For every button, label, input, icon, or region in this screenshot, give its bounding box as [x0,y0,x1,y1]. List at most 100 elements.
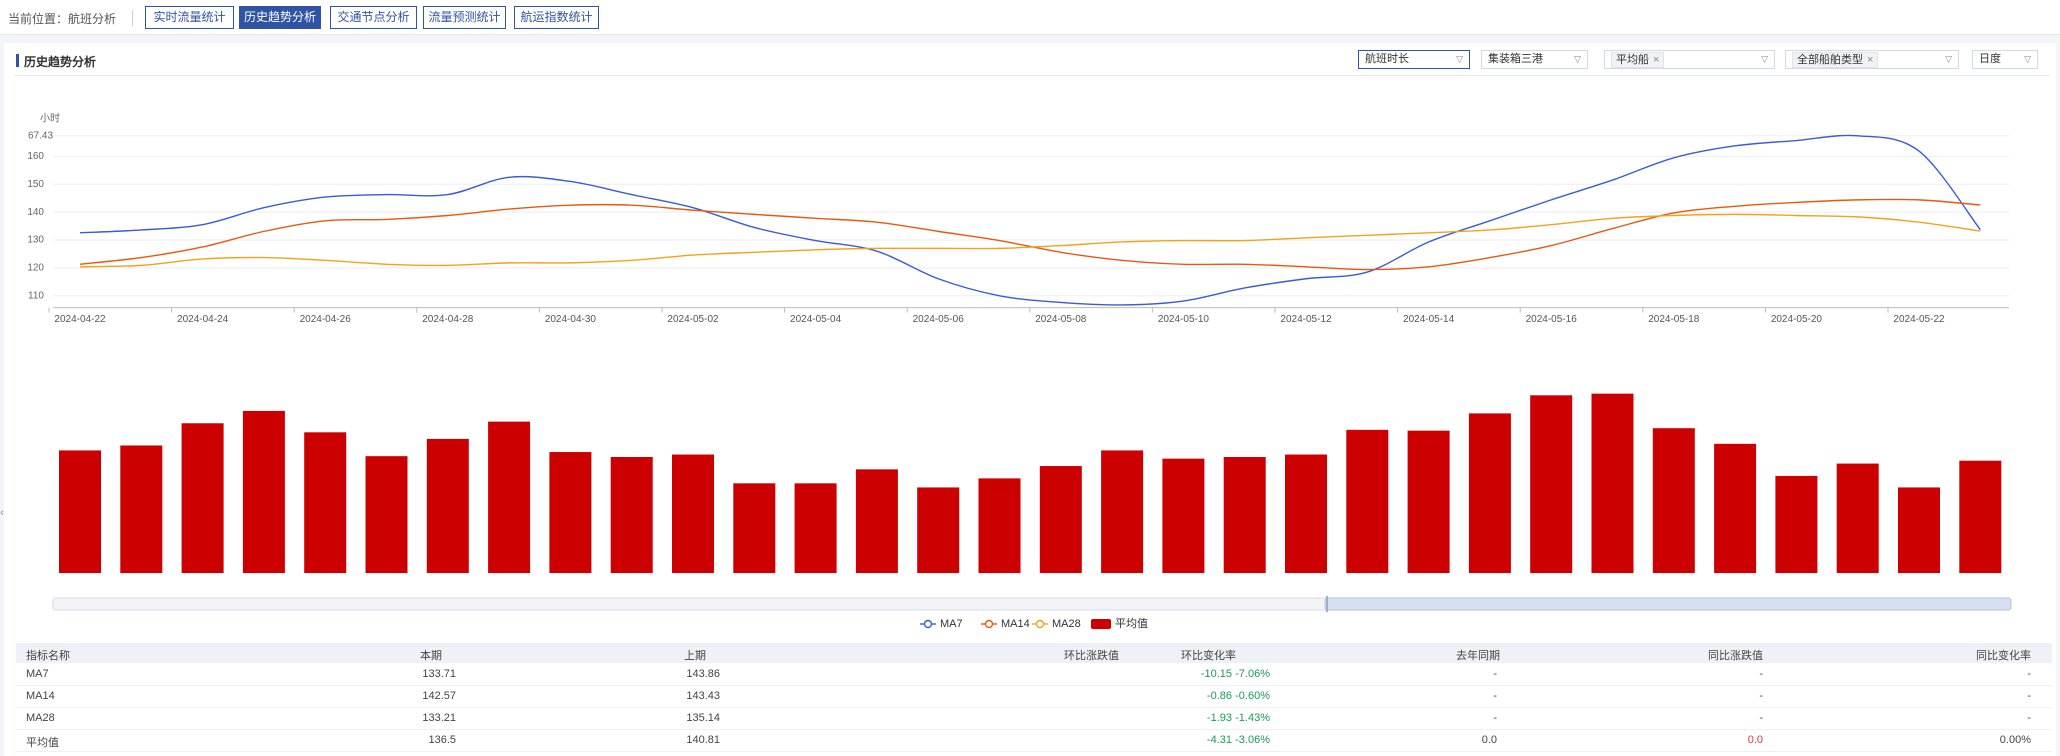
tab[interactable]: 流量预测统计 [423,6,506,29]
y-tick-label: 120 [27,263,44,274]
filter-tag: 平均船 × [1611,52,1665,68]
table-cell: 0.0 [1481,734,1497,746]
dropdown-arrow: ▽ [1761,54,1768,64]
bar [794,483,837,573]
divider [14,75,2050,76]
table-cell: -0.60% [1235,690,1270,702]
bar [610,456,653,573]
bar [120,445,163,573]
bar [1101,450,1144,573]
tab[interactable]: 航运指数统计 [514,6,599,29]
filter-select[interactable]: 平均船 × ▽ [1604,50,1775,69]
legend-label[interactable]: MA28 [1052,618,1081,630]
line-series [79,213,1981,268]
tab[interactable]: 实时流量统计 [145,6,234,29]
table-cell: 143.86 [686,668,720,680]
bar [1407,430,1450,573]
bar [365,456,408,573]
bar [488,421,531,573]
x-tick-label: 2024-04-30 [545,314,597,325]
bar [855,469,898,573]
table-cell: 0.0 [1747,734,1763,746]
legend-label[interactable]: MA7 [940,618,963,630]
x-tick-label: 2024-05-22 [1893,314,1945,325]
legend-label[interactable]: 平均值 [1115,617,1148,630]
bar [1898,487,1940,573]
zoom-window[interactable] [1324,597,2012,611]
legend-dot[interactable] [984,619,994,629]
bar [978,478,1021,573]
x-tick-label: 2024-05-14 [1403,314,1455,325]
y-tick-label: 160 [27,151,44,162]
table-cell: 143.43 [686,690,720,702]
filter-select[interactable]: 全部船舶类型 × ▽ [1785,50,1959,69]
legend-dot[interactable] [1035,619,1045,629]
tab[interactable]: 历史趋势分析 [239,6,321,29]
bar [1959,460,2002,573]
table-header-cell: 同比变化率 [1976,650,2031,662]
dropdown-arrow: ▽ [1456,54,1463,64]
table-header [16,643,2052,663]
table-cell: - [1759,712,1763,724]
table-header-cell: 同比涨跌值 [1708,650,1763,662]
tag-close[interactable]: × [1653,54,1660,66]
x-tick-label: 2024-04-24 [177,314,229,325]
legend-dot[interactable] [923,619,933,629]
tab[interactable]: 交通节点分析 [330,6,417,29]
table-cell: 0.00% [1999,734,2031,746]
table-header-cell: 上期 [684,650,706,662]
bar [1652,428,1695,573]
table-header-cell: 本期 [420,650,442,662]
y-tick-label: 150 [27,179,44,190]
x-tick-label: 2024-05-10 [1158,314,1210,325]
bar [1836,463,1879,573]
table-row [16,707,2052,730]
table-cell: - [2027,690,2031,702]
filter-select[interactable]: 航班时长 ▽ [1358,50,1470,69]
y-tick-label: 130 [27,235,44,246]
chart: 小时 110 120 130 140 150 160 67.43 2024-04-22 2024-… [27,113,2012,630]
y-tick-label: 67.43 [28,130,53,141]
table-cell: 平均值 [26,737,59,749]
line-series [79,134,1981,306]
table-cell: MA14 [26,690,55,702]
table-cell: - [1493,668,1497,680]
filter-select[interactable]: 集装箱三港 ▽ [1481,50,1588,69]
dropdown-arrow: ▽ [1945,54,1952,64]
tag-text: 平均船 [1616,54,1649,66]
bar [1530,395,1573,573]
bar [917,487,960,573]
table-cell: - [1759,690,1763,702]
x-tick-label: 2024-05-12 [1280,314,1332,325]
table-row [16,685,2052,708]
filter-select[interactable]: 日度 ▽ [1972,50,2038,69]
table-header-cell: 环比涨跌值 [1064,650,1119,662]
y-tick-label: 110 [28,290,44,301]
panel [4,43,2056,756]
table-cell: - [1493,712,1497,724]
table-cell: 133.21 [422,712,456,724]
section-title: 历史趋势分析 [24,55,97,69]
collapse-arrow[interactable]: ‹ [0,505,4,519]
x-tick-label: 2024-04-28 [422,314,474,325]
legend-label[interactable]: MA14 [1001,618,1030,630]
bar [1714,443,1757,573]
legend-swatch[interactable] [1091,619,1111,629]
table-cell: MA28 [26,712,55,724]
tag-close[interactable]: × [1867,54,1874,66]
table-header-cell: 指标名称 [26,650,70,662]
section-marker [16,54,19,67]
breadcrumb: 当前位置：航班分析 [8,12,117,26]
y-axis-label: 小时 [40,113,60,125]
table-cell: - [1493,690,1497,702]
table-header-cell: 去年同期 [1456,650,1500,662]
x-tick-label: 2024-04-26 [300,314,352,325]
dropdown-arrow: ▽ [2024,54,2031,64]
top-bar: 当前位置：航班分析 实时流量统计 历史趋势分析 交通节点分析 流量预测统计 航运指数统计 [0,0,2060,35]
filter-text: 航班时长 [1365,53,1409,65]
table-row [16,729,2052,752]
table-cell: -7.06% [1235,668,1270,680]
bar [549,452,592,573]
table-cell: -0.86 [1206,690,1232,702]
